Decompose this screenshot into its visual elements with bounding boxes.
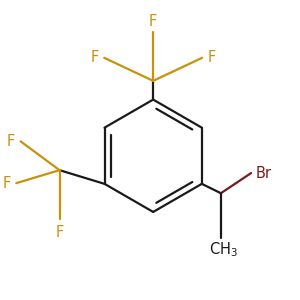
Text: F: F: [56, 225, 64, 240]
Text: F: F: [7, 134, 15, 149]
Text: F: F: [208, 50, 216, 65]
Text: F: F: [90, 50, 98, 65]
Text: CH$_3$: CH$_3$: [209, 241, 238, 260]
Text: Br: Br: [255, 166, 272, 181]
Text: F: F: [2, 176, 11, 190]
Text: F: F: [149, 14, 157, 29]
